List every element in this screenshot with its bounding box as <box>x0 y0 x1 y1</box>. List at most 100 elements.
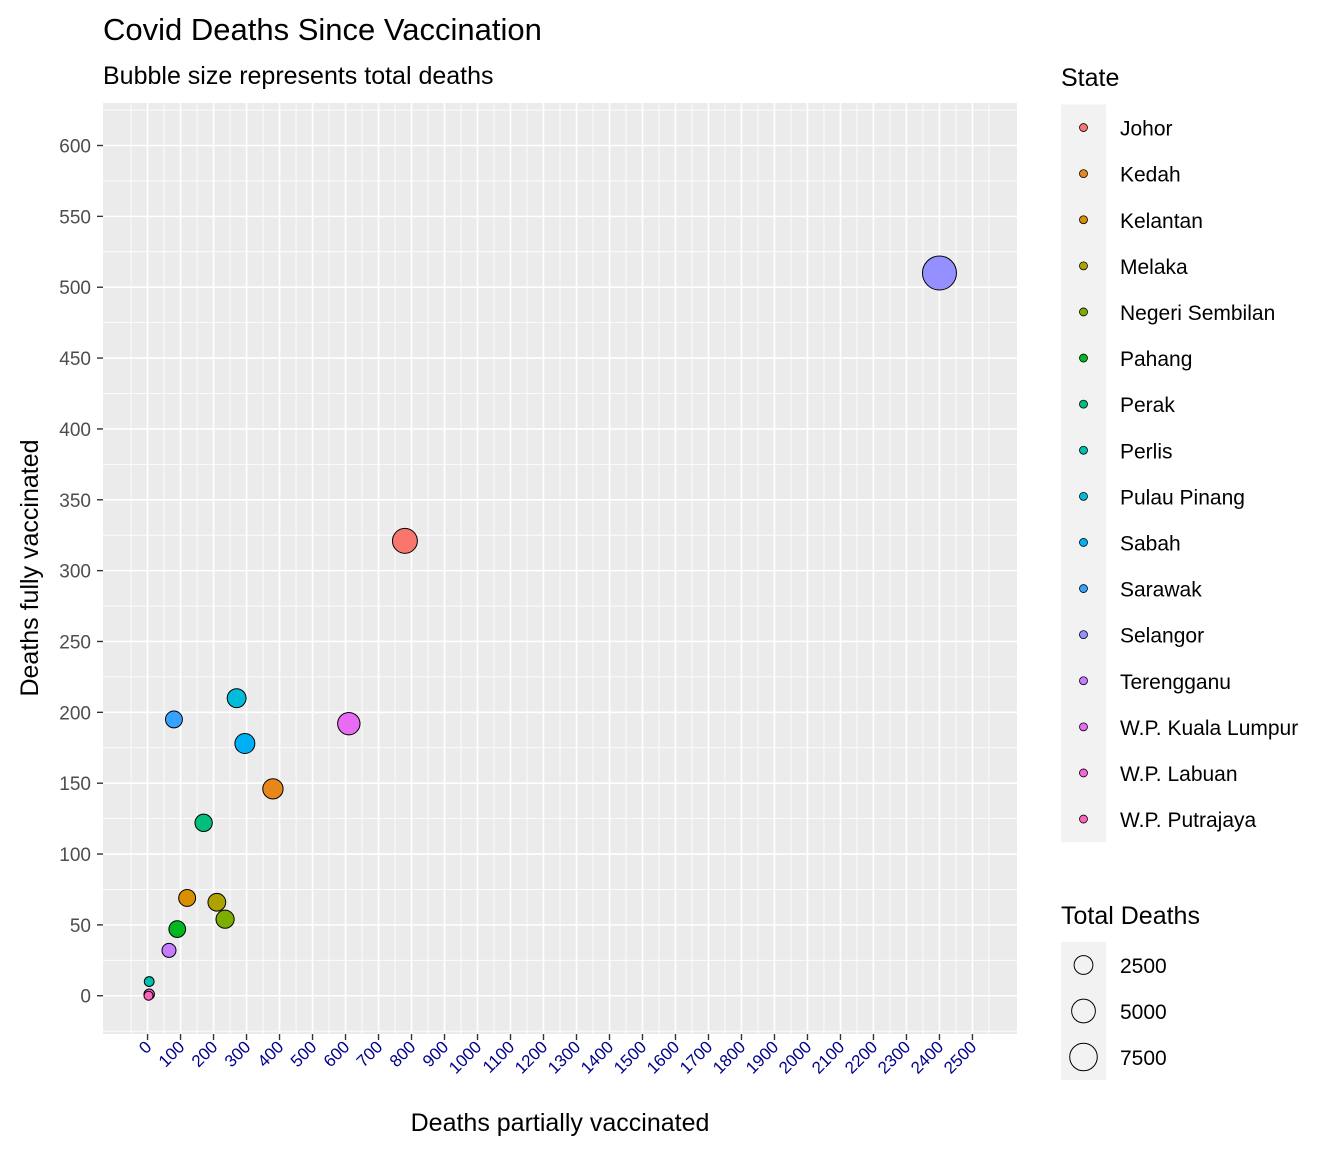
y-tick-label: 600 <box>59 137 91 158</box>
legend-key-selangor <box>1079 630 1088 640</box>
y-axis-title: Deaths fully vaccinated <box>16 439 44 696</box>
y-tick-label: 400 <box>59 420 91 441</box>
point-perlis <box>143 976 155 987</box>
point-w-p-putrajaya <box>143 990 154 1001</box>
legend-key-w-p-labuan <box>1079 768 1088 778</box>
x-tick-label: 1600 <box>643 1037 683 1077</box>
size-legend-label: 7500 <box>1120 1047 1167 1070</box>
point-pahang <box>168 920 187 938</box>
legend-key-negeri-sembilan <box>1079 307 1088 317</box>
x-tick-label: 100 <box>155 1037 188 1070</box>
legend-key-kedah <box>1079 169 1088 179</box>
size-legend-key <box>1071 998 1096 1024</box>
x-tick-label: 1700 <box>676 1037 716 1077</box>
y-tick-label: 200 <box>59 703 91 724</box>
size-legend-label: 5000 <box>1120 1001 1167 1024</box>
point-kedah <box>262 778 284 800</box>
x-tick-label: 2300 <box>874 1037 914 1077</box>
legend-key-pahang <box>1079 353 1088 363</box>
x-tick-label: 1000 <box>445 1037 485 1077</box>
legend-key-johor <box>1079 123 1088 132</box>
legend-label-selangor: Selangor <box>1120 625 1204 648</box>
x-tick-label: 700 <box>353 1037 386 1070</box>
legend-key-w-p-putrajaya <box>1079 814 1088 824</box>
legend-key-pulau-pinang <box>1079 491 1088 501</box>
x-tick-label: 1300 <box>544 1037 584 1077</box>
legend-label-terengganu: Terengganu <box>1120 671 1231 694</box>
size-legend: 2500 5000 7500 <box>1061 942 1167 1080</box>
y-tick-label: 150 <box>59 774 91 795</box>
x-tick-label: 200 <box>188 1037 221 1070</box>
legend-key-terengganu <box>1079 676 1088 686</box>
y-tick-label: 300 <box>59 562 91 583</box>
legend-label-perak: Perak <box>1120 394 1175 417</box>
legend-label-negeri-sembilan: Negeri Sembilan <box>1120 302 1275 325</box>
size-legend-key <box>1069 1042 1098 1072</box>
x-tick-label: 0 <box>135 1037 155 1057</box>
legend-label-melaka: Melaka <box>1120 256 1188 279</box>
legend-key-kelantan <box>1079 215 1088 225</box>
point-johor <box>391 527 418 554</box>
size-legend-title: Total Deaths <box>1061 902 1200 930</box>
legend-label-kelantan: Kelantan <box>1120 210 1203 233</box>
y-tick-label: 50 <box>70 916 91 937</box>
color-legend: Johor Kedah Kelantan Melaka Negeri Sembilan P… <box>1061 104 1298 843</box>
point-melaka <box>207 892 227 912</box>
point-negeri-sembilan <box>215 909 235 929</box>
x-tick-label: 1200 <box>511 1037 551 1077</box>
legend-label-kedah: Kedah <box>1120 164 1181 187</box>
x-axis-title: Deaths partially vaccinated <box>411 1109 710 1137</box>
x-tick-label: 1100 <box>479 1037 518 1076</box>
x-tick-label: 1900 <box>742 1037 782 1077</box>
y-tick-label: 0 <box>80 987 91 1008</box>
x-tick-label: 2200 <box>841 1037 881 1077</box>
y-tick-label: 100 <box>59 845 91 866</box>
x-tick-label: 2500 <box>940 1037 980 1077</box>
legend-key-sarawak <box>1079 584 1088 593</box>
chart-subtitle: Bubble size represents total deaths <box>103 62 494 90</box>
x-tick-label: 600 <box>320 1037 353 1070</box>
legend-key-perlis <box>1079 445 1088 455</box>
legend-label-perlis: Perlis <box>1120 440 1173 463</box>
color-legend-title: State <box>1061 64 1119 92</box>
x-tick-label: 1400 <box>577 1037 617 1077</box>
legend-label-pahang: Pahang <box>1120 348 1192 371</box>
point-w-p-kuala-lumpur <box>337 711 361 736</box>
color-legend-key-background <box>1061 104 1106 843</box>
y-tick-label: 550 <box>59 207 91 228</box>
x-tick-label: 1800 <box>709 1037 749 1077</box>
legend-label-w-p-labuan: W.P. Labuan <box>1120 763 1238 786</box>
x-tick-label: 300 <box>221 1037 254 1070</box>
legend-key-perak <box>1079 399 1088 409</box>
x-tick-label: 2400 <box>907 1037 947 1077</box>
chart-title: Covid Deaths Since Vaccination <box>103 12 542 47</box>
size-legend-key <box>1073 955 1094 975</box>
data-points <box>143 255 957 1001</box>
y-axis: 0 50 100 150 200 250 300 350 400 450 500 550 600 <box>59 137 103 1008</box>
point-pulau-pinang <box>226 688 247 709</box>
x-tick-label: 1500 <box>610 1037 650 1077</box>
legend-label-sabah: Sabah <box>1120 532 1181 555</box>
x-tick-label: 2100 <box>808 1037 848 1077</box>
legend-key-w-p-kuala-lumpur <box>1079 722 1088 732</box>
point-selangor <box>921 255 957 291</box>
point-kelantan <box>178 889 197 907</box>
x-tick-label: 500 <box>287 1037 320 1070</box>
point-perak <box>194 813 213 833</box>
major-gridlines <box>103 103 1017 1034</box>
x-axis: 0 100 200 300 400 500 600 700 800 900100011001200… <box>135 1034 980 1078</box>
legend-label-johor: Johor <box>1120 118 1173 141</box>
y-tick-label: 500 <box>59 278 91 299</box>
legend-key-melaka <box>1079 261 1088 271</box>
minor-gridlines <box>103 103 1017 1034</box>
x-tick-label: 800 <box>386 1037 419 1070</box>
y-tick-label: 350 <box>59 491 91 512</box>
x-tick-label: 400 <box>254 1037 287 1070</box>
size-legend-label: 2500 <box>1120 955 1167 978</box>
legend-label-w-p-putrajaya: W.P. Putrajaya <box>1120 809 1257 832</box>
point-sarawak <box>164 710 183 729</box>
legend-label-w-p-kuala-lumpur: W.P. Kuala Lumpur <box>1120 717 1298 740</box>
y-tick-label: 250 <box>59 632 91 653</box>
point-terengganu <box>161 942 177 958</box>
